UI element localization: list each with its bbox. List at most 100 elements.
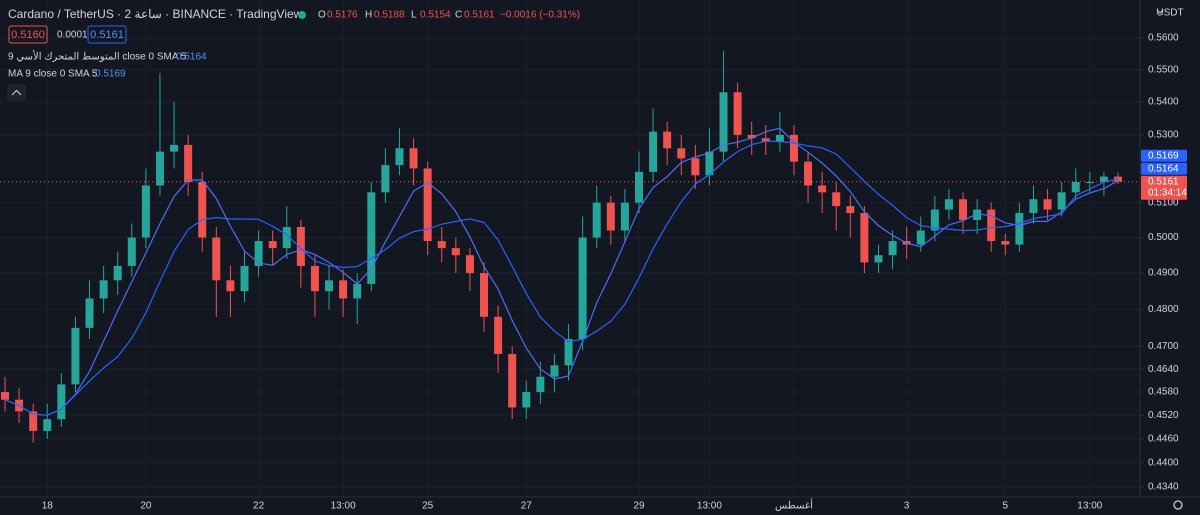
candle-body	[888, 241, 897, 256]
candle-body	[818, 185, 827, 193]
candle-body	[789, 134, 798, 162]
bid-box[interactable]	[8, 25, 48, 44]
candle-body	[663, 131, 672, 149]
candle-body	[254, 241, 263, 266]
x-tick-label: أغسطس	[775, 499, 813, 512]
candle-body	[170, 144, 179, 152]
candle-body	[649, 131, 658, 172]
indicator-name: MA 9 close 0 SMA 5	[8, 69, 98, 80]
ohlc-value: 0.5161	[464, 10, 495, 21]
candle-body	[226, 280, 235, 292]
x-tick-label: 29	[633, 501, 645, 512]
bid-price: 0.5160	[11, 29, 45, 41]
collapse-button[interactable]	[7, 84, 26, 101]
candle-body	[1057, 192, 1066, 210]
candle-body	[733, 92, 742, 135]
x-tick-label: 20	[140, 501, 152, 512]
candle-body	[310, 265, 319, 292]
candle-body	[99, 280, 108, 299]
candle-body	[846, 206, 855, 214]
ohlc-value: 0.5154	[420, 10, 451, 21]
collapse-icon	[11, 89, 22, 96]
candle-body	[592, 202, 601, 238]
candle-body	[620, 202, 629, 231]
candle-body	[761, 138, 770, 142]
candle-body	[198, 182, 207, 238]
x-tick-label: 22	[253, 501, 265, 512]
currency[interactable]: USDT	[1156, 8, 1183, 19]
candle-body	[113, 265, 122, 281]
candle-body	[775, 134, 784, 142]
x-tick-label: 13:00	[1077, 501, 1102, 512]
y-tick-label: 0.5300	[1148, 130, 1179, 141]
price-tag	[1141, 175, 1187, 200]
candle-body	[677, 148, 686, 159]
candle-body	[705, 151, 714, 176]
candle-body	[465, 255, 474, 274]
y-tick-label: 0.5500	[1148, 64, 1179, 75]
candle-body	[522, 392, 531, 408]
candle-body	[1029, 199, 1038, 214]
candle-body	[508, 354, 517, 408]
ohlc-key: L	[411, 10, 417, 21]
candle-body	[1043, 199, 1052, 210]
y-tick-label: 0.5100	[1148, 197, 1179, 208]
candle-body	[634, 171, 643, 203]
candle-body	[451, 248, 460, 256]
moving-average-line	[4, 127, 1119, 416]
candle-body	[973, 209, 982, 221]
ohlc-value: 0.5176	[327, 10, 358, 21]
candle-body	[860, 213, 869, 263]
candle-body	[212, 237, 221, 281]
candle-body	[268, 241, 277, 249]
x-tick-label: 25	[422, 501, 434, 512]
ask-price: 0.5161	[90, 29, 124, 41]
candle-body	[43, 419, 52, 431]
ohlc-key: C	[455, 10, 462, 21]
ohlc-key: H	[365, 10, 372, 21]
y-tick-label: 0.4460	[1148, 433, 1179, 444]
candle-body	[437, 241, 446, 249]
candle-body	[480, 273, 489, 317]
candle-body	[395, 148, 404, 166]
symbol-title[interactable]: Cardano / TetherUS · 2 ساعة · BINANCE · …	[8, 7, 303, 21]
candle-body	[127, 237, 136, 266]
candle-body	[494, 316, 503, 355]
ohlc-key: O	[318, 10, 326, 21]
candle-body	[804, 161, 813, 186]
ask-box[interactable]	[87, 25, 127, 44]
candle-body	[296, 226, 305, 266]
y-tick-label: 0.4800	[1148, 304, 1179, 315]
x-tick-label: 13:00	[697, 501, 722, 512]
candle-body	[155, 151, 164, 186]
y-tick-label: 0.4580	[1148, 387, 1179, 398]
price-change: −0.0016 (−0.31%)	[500, 10, 580, 21]
settings-button[interactable]	[1173, 500, 1183, 510]
candle-body	[944, 199, 953, 210]
indicator-value: 0.5169	[95, 69, 126, 80]
countdown: 01:34:14	[1148, 187, 1187, 198]
indicator-value: 0.5164	[176, 52, 207, 63]
moving-average-line	[4, 140, 1119, 416]
currency-icon	[1156, 9, 1164, 14]
candle-body	[409, 148, 418, 169]
y-tick-label: 0.4700	[1148, 341, 1179, 352]
x-tick-label: 18	[42, 501, 54, 512]
price-tag	[1141, 149, 1187, 162]
candle-body	[874, 255, 883, 263]
x-tick-label: 5	[1003, 501, 1009, 512]
y-tick-label: 0.4400	[1148, 457, 1179, 468]
candle-body	[930, 209, 939, 231]
x-tick-label: 27	[521, 501, 533, 512]
candle-body	[719, 92, 728, 152]
candle-body	[184, 144, 193, 183]
candle-body	[578, 237, 587, 340]
y-tick-label: 0.5600	[1148, 33, 1179, 44]
candle-body	[691, 158, 700, 176]
candle-body	[916, 230, 925, 245]
candle-body	[240, 265, 249, 292]
candle-body	[564, 339, 573, 366]
candle-body	[339, 280, 348, 299]
price-tag-label: 0.5169	[1148, 150, 1179, 161]
